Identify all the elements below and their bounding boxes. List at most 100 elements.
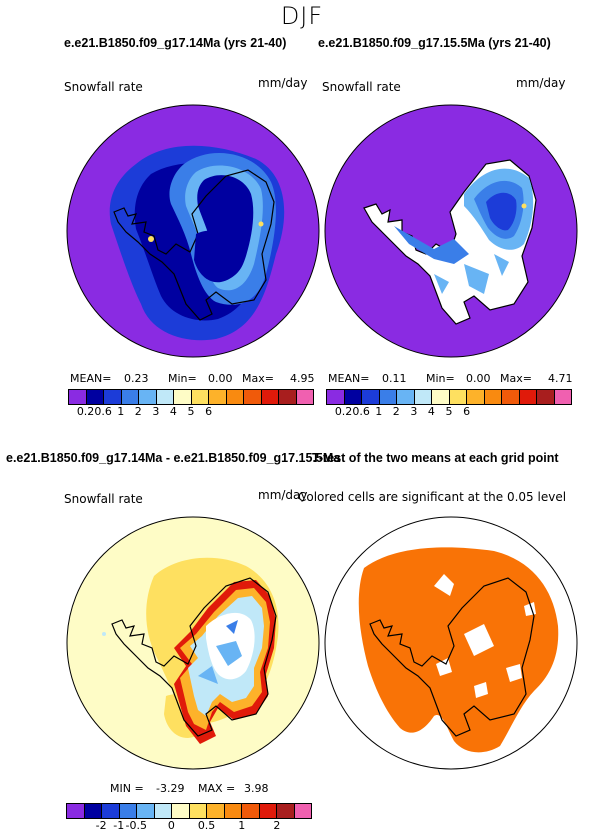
- panel2-variable-label: Snowfall rate: [322, 80, 401, 94]
- panel1-colorbar-swatch: [191, 390, 209, 404]
- panel2-min-value: 0.00: [466, 372, 491, 385]
- panel2-max-label: Max=: [500, 372, 532, 385]
- panel3-colorbar-swatch: [67, 804, 85, 818]
- panel2-stats: MEAN= 0.11 Min= 0.00 Max= 4.71: [328, 372, 588, 386]
- panel1-min-label: Min=: [168, 372, 197, 385]
- panel3-colorbar-swatch: [242, 804, 260, 818]
- panel1-max-label: Max=: [242, 372, 274, 385]
- panel1-stats: MEAN= 0.23 Min= 0.00 Max= 4.95: [70, 372, 330, 386]
- panel2-colorbar-swatch: [414, 390, 432, 404]
- panel1-colorbar-swatch: [104, 390, 122, 404]
- panel4-title: T-test of the two means at each grid poi…: [312, 451, 559, 465]
- panel1-colorbar-swatch: [156, 390, 174, 404]
- panel2-map: [324, 104, 578, 358]
- panel3-colorbar-tick-label: -1: [113, 819, 125, 832]
- panel1-colorbar-swatch: [121, 390, 139, 404]
- panel3-colorbar-swatch: [137, 804, 155, 818]
- panel1-colorbar-tick-label: 5: [187, 405, 195, 418]
- panel1-colorbar-swatch: [244, 390, 262, 404]
- panel2-colorbar-swatch: [397, 390, 415, 404]
- panel3-colorbar-swatch: [172, 804, 190, 818]
- panel1-colorbar-swatch: [226, 390, 244, 404]
- panel1-colorbar-swatch: [139, 390, 157, 404]
- panel3-stats: MIN = -3.29 MAX = 3.98: [110, 782, 300, 796]
- panel1-colorbar-tick-label: 2: [134, 405, 142, 418]
- panel3-min-label: MIN =: [110, 782, 144, 795]
- panel3-colorbar-tick-label: -0.5: [125, 819, 148, 832]
- panel3-colorbar-swatch: [294, 804, 311, 818]
- panel1-colorbar-tick-label: 0.2: [76, 405, 95, 418]
- panel2-colorbar-swatch: [362, 390, 380, 404]
- panel1-colorbar-tick-label: 3: [152, 405, 160, 418]
- panel3-colorbar-tick-label: 2: [273, 819, 281, 832]
- panel2-min-label: Min=: [426, 372, 455, 385]
- panel3-colorbar-tick-label: -2: [95, 819, 107, 832]
- panel2-colorbar-swatch: [484, 390, 502, 404]
- panel2-colorbar-tick-label: 4: [427, 405, 435, 418]
- panel3-max-value: 3.98: [244, 782, 269, 795]
- panel1-colorbar-swatch: [296, 390, 313, 404]
- panel2-colorbar-swatch: [432, 390, 450, 404]
- panel1-mean-label: MEAN=: [70, 372, 112, 385]
- panel1-colorbar-tick-label: 6: [205, 405, 213, 418]
- panel2-colorbar-swatch: [537, 390, 555, 404]
- panel3-colorbar-swatch: [224, 804, 242, 818]
- panel2-colorbar-tick-label: 2: [392, 405, 400, 418]
- panel2-colorbar-swatch: [449, 390, 467, 404]
- panel3-colorbar-swatch: [119, 804, 137, 818]
- panel1-title: e.e21.B1850.f09_g17.14Ma (yrs 21-40): [64, 36, 287, 50]
- panel2-colorbar-swatch: [502, 390, 520, 404]
- panel2-mean-label: MEAN=: [328, 372, 370, 385]
- panel2-colorbar-ticks: 0.2 0.6 1 2 3 4 5 6: [326, 405, 572, 419]
- panel3-colorbar-swatch: [154, 804, 172, 818]
- panel2-colorbar-swatch: [467, 390, 485, 404]
- panel3-colorbar-tick-label: 1: [238, 819, 246, 832]
- panel3-map: [66, 516, 320, 770]
- panel1-colorbar-swatch: [86, 390, 104, 404]
- panel1-colorbar-tick-label: 4: [169, 405, 177, 418]
- panel1-colorbar-swatch: [279, 390, 297, 404]
- panel3-colorbar-swatch: [207, 804, 225, 818]
- panel1-min-value: 0.00: [208, 372, 233, 385]
- panel3-colorbar-tick-label: 0: [167, 819, 175, 832]
- panel3-colorbar-ticks: -2 -1 -0.5 0 0.5 1 2: [66, 819, 312, 833]
- panel2-colorbar: [326, 389, 572, 405]
- panel2-colorbar-tick-label: 0.6: [352, 405, 370, 418]
- panel2-colorbar-tick-label: 3: [410, 405, 418, 418]
- panel2-max-value: 4.71: [548, 372, 573, 385]
- panel2-units-label: mm/day: [516, 76, 566, 90]
- panel1-colorbar-swatch: [261, 390, 279, 404]
- panel3-colorbar-swatch: [277, 804, 295, 818]
- panel2-colorbar-tick-label: 5: [445, 405, 453, 418]
- panel2-colorbar-tick-label: 1: [375, 405, 383, 418]
- panel2-colorbar-swatch: [379, 390, 397, 404]
- panel2-colorbar-tick-label: 6: [463, 405, 471, 418]
- panel4-map: [324, 516, 578, 770]
- panel1-colorbar-ticks: 0.2 0.6 1 2 3 4 5 6: [68, 405, 314, 419]
- panel2-colorbar-swatch: [327, 390, 345, 404]
- panel1-colorbar-swatch: [209, 390, 227, 404]
- panel4-significance-note: Colored cells are significant at the 0.0…: [298, 490, 567, 504]
- panel1-max-value: 4.95: [290, 372, 315, 385]
- panel3-colorbar-swatch: [189, 804, 207, 818]
- panel3-colorbar-swatch: [102, 804, 120, 818]
- panel1-mean-value: 0.23: [124, 372, 149, 385]
- panel1-map: [66, 104, 320, 358]
- panel2-mean-value: 0.11: [382, 372, 407, 385]
- panel3-units-label: mm/day: [258, 488, 308, 502]
- panel1-colorbar-swatch: [174, 390, 192, 404]
- panel3-colorbar-tick-label: 0.5: [197, 819, 216, 832]
- panel2-colorbar-swatch: [519, 390, 537, 404]
- panel3-variable-label: Snowfall rate: [64, 492, 143, 506]
- panel1-variable-label: Snowfall rate: [64, 80, 143, 94]
- panel2-colorbar-tick-label: 0.2: [334, 405, 353, 418]
- panel3-colorbar-swatch: [84, 804, 102, 818]
- panel1-units-label: mm/day: [258, 76, 308, 90]
- panel1-colorbar-tick-label: 0.6: [94, 405, 112, 418]
- panel2-title: e.e21.B1850.f09_g17.15.5Ma (yrs 21-40): [318, 36, 551, 50]
- panel1-colorbar-swatch: [69, 390, 87, 404]
- panel3-max-label: MAX =: [198, 782, 236, 795]
- panel2-colorbar-swatch: [554, 390, 571, 404]
- panel3-title: e.e21.B1850.f09_g17.14Ma - e.e21.B1850.f…: [6, 451, 341, 465]
- panel3-colorbar: [66, 803, 312, 819]
